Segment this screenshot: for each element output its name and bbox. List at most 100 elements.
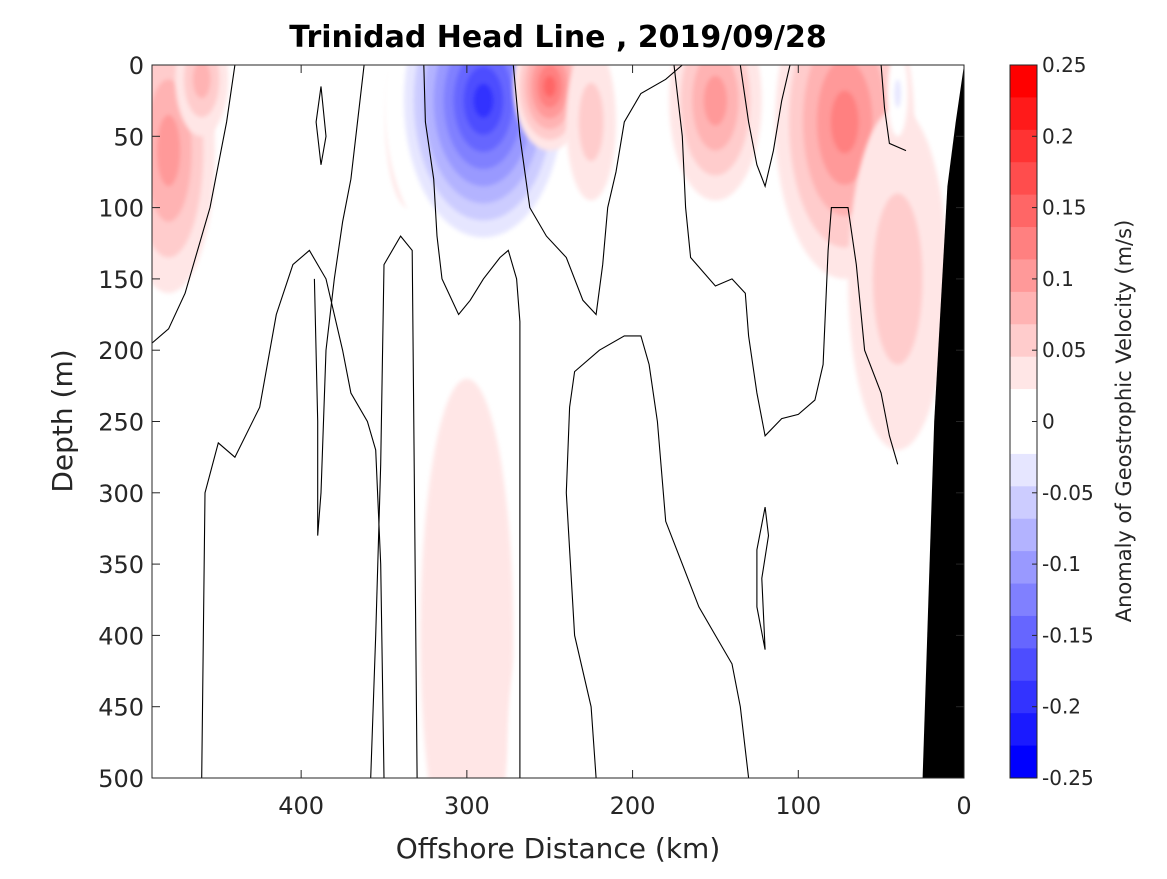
anomaly-positive-1 (175, 65, 229, 137)
y-tick-label: 150 (98, 266, 144, 294)
y-tick-label: 100 (98, 195, 144, 223)
bathymetry-mask (922, 65, 964, 778)
colorbar-tick-label: -0.15 (1042, 623, 1094, 647)
colorbar-tick-label: -0.1 (1042, 552, 1081, 576)
anomaly-level (578, 82, 604, 162)
colorbar-swatch (1010, 259, 1037, 293)
anomaly-negative-3 (332, 65, 386, 237)
colorbar-swatch (1010, 486, 1037, 520)
plot-area (152, 65, 964, 778)
colorbar-swatch (1010, 518, 1037, 552)
anomaly-level (272, 100, 313, 201)
x-tick-label: 300 (444, 792, 490, 820)
x-tick-label: 200 (610, 792, 656, 820)
colorbar-tick-label: 0.1 (1042, 267, 1074, 291)
anomaly-level (473, 83, 494, 118)
colorbar-label: Anomaly of Geostrophic Velocity (m/s) (1112, 220, 1136, 623)
colorbar-swatch (1010, 713, 1037, 747)
anomaly-level (703, 75, 728, 126)
colorbar-swatch (1010, 421, 1037, 455)
anomaly-positive-12 (420, 378, 514, 778)
anomaly-negative-15 (705, 592, 726, 778)
anomaly-positive-8 (669, 65, 762, 201)
colorbar-swatch (1010, 615, 1037, 649)
anomaly-negative-14 (508, 649, 542, 778)
colorbar-tick-label: -0.2 (1042, 695, 1081, 719)
colorbar-tick-label: 0.2 (1042, 124, 1074, 148)
colorbar-tick-label: 0 (1042, 410, 1055, 434)
y-tick-label: 300 (98, 480, 144, 508)
anomaly-level (420, 378, 514, 778)
y-tick-label: 250 (98, 409, 144, 437)
anomaly-positive-10 (848, 107, 948, 451)
zero-contour-lines (152, 65, 907, 778)
anomaly-level (161, 564, 192, 764)
colorbar-swatch (1010, 65, 1037, 98)
seafloor-shape (922, 65, 964, 778)
anomaly-level (872, 193, 923, 365)
colorbar-swatch (1010, 227, 1037, 260)
zero-contour-6 (512, 65, 683, 316)
colorbar-swatch (1010, 389, 1037, 422)
y-tick-label: 350 (98, 551, 144, 579)
anomaly-negative-13 (152, 464, 207, 778)
colorbar-swatch (1010, 453, 1037, 487)
y-tick-label: 200 (98, 337, 144, 365)
anomaly-negative-16 (791, 535, 839, 778)
zero-contour-10 (756, 506, 770, 650)
y-tick-label: 400 (98, 622, 144, 650)
colorbar-tick-label: 0.15 (1042, 196, 1087, 220)
zero-contour-9 (739, 65, 791, 189)
anomaly-level (192, 65, 211, 99)
colorbar-swatch (1010, 162, 1037, 196)
axes: 400 300 200 100 0 0 50 100 150 200 250 300 350 400 450… (98, 52, 971, 820)
colorbar-swatch (1010, 583, 1037, 617)
y-tick-label: 500 (98, 765, 144, 793)
zero-contour-8 (673, 65, 899, 465)
colorbar-tick-label: 0.25 (1042, 53, 1087, 77)
colorbar-tick-label: 0.05 (1042, 338, 1087, 362)
colorbar-swatch (1010, 680, 1037, 714)
colorbar-tick-label: -0.05 (1042, 481, 1094, 505)
x-axis-label: Offshore Distance (km) (396, 832, 721, 865)
colorbar-swatch (1010, 129, 1037, 163)
y-tick-label: 450 (98, 694, 144, 722)
colorbar-swatch (1010, 356, 1037, 390)
zero-contour-11 (880, 65, 907, 152)
colorbar-tick-label: -0.25 (1042, 766, 1094, 790)
anomaly-level (830, 90, 859, 154)
zero-contour-0 (152, 65, 236, 344)
y-axis-label: Depth (m) (46, 349, 79, 492)
anomaly-negative-11 (887, 65, 908, 137)
anomaly-negative-2 (253, 65, 333, 251)
chart-title: Trinidad Head Line , 2019/09/28 (289, 20, 826, 55)
x-tick-label: 100 (775, 792, 821, 820)
zero-contour-7 (565, 335, 750, 778)
anomaly-positive-7 (566, 65, 616, 201)
anomaly-negative-17 (839, 535, 906, 778)
anomaly-level (894, 79, 902, 108)
colorbar-swatch (1010, 551, 1037, 585)
anomaly-level (710, 656, 721, 778)
zero-contour-1 (201, 249, 385, 778)
x-tick-label: 0 (956, 792, 971, 820)
anomaly-level (516, 692, 534, 778)
colorbar-swatch (1010, 745, 1037, 779)
x-tick-label: 400 (278, 792, 324, 820)
y-tick-label: 0 (129, 52, 144, 80)
y-tick-label: 50 (113, 123, 144, 151)
anomaly-level (803, 614, 827, 771)
zero-contour-5 (423, 65, 521, 778)
anomaly-level (856, 606, 890, 750)
anomaly-level (345, 86, 373, 187)
zero-contour-2 (315, 86, 327, 165)
colorbar: 0.25 0.2 0.15 0.1 0.05 0 -0.05 -0.1 -0.15 -0.2 -0.… (1009, 53, 1094, 790)
anomaly-level (156, 114, 181, 187)
colorbar-swatch (1010, 324, 1037, 358)
colorbar-swatch (1010, 194, 1037, 228)
zero-contour-4 (370, 235, 418, 778)
anomaly-negative-5 (384, 65, 583, 272)
anomaly-level (543, 75, 556, 98)
